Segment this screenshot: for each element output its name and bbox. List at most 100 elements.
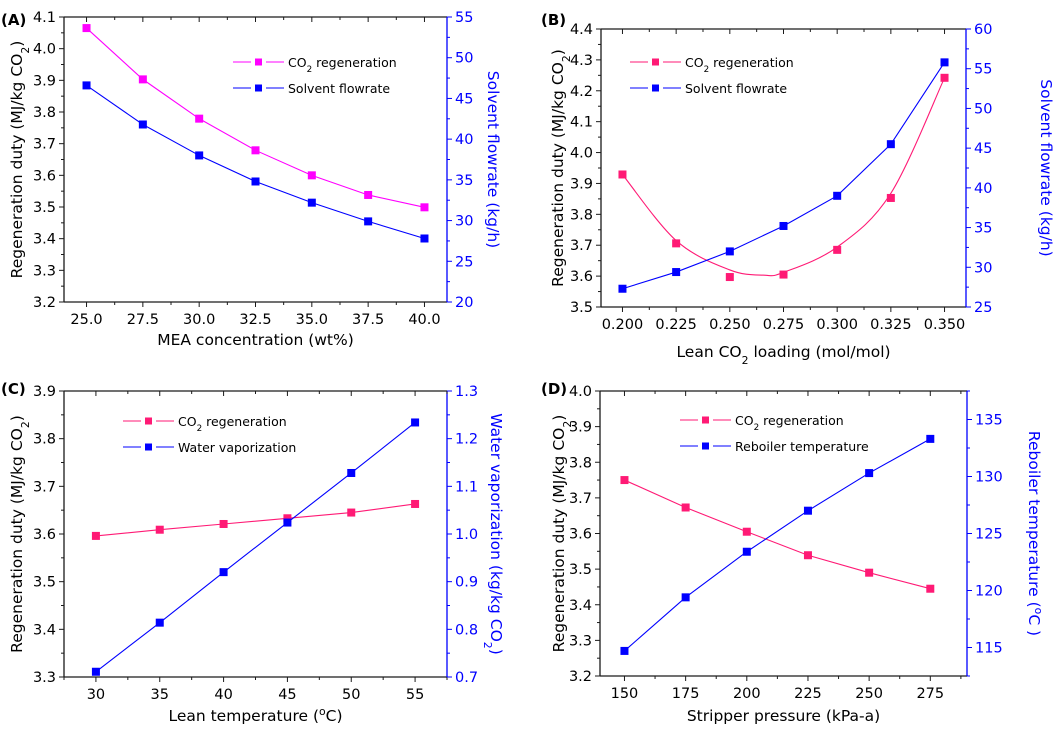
- y-right-tick-label: 50: [974, 101, 992, 117]
- co2-regeneration-line: [95, 503, 416, 537]
- y-right-axis-title-main: Solvent flowrate (kg/h): [1037, 79, 1055, 256]
- legend-label: CO2 regeneration: [288, 55, 397, 75]
- x-axis-title: Stripper pressure (kPa-a): [687, 707, 880, 725]
- x-axis-title-tail: loading (mol/mol): [749, 343, 891, 361]
- y-left-tick-label: 4.0: [570, 146, 593, 162]
- co2-regeneration-line: [624, 479, 931, 590]
- y-left-tick-label: 3.6: [569, 527, 592, 543]
- y-right-axis-title: Water vaporization (kg/kg CO2): [482, 413, 506, 655]
- x-tick-label: 225: [794, 686, 822, 702]
- y-right-tick-label: 1.2: [455, 432, 478, 448]
- y-left-tick-label: 3.7: [33, 137, 56, 153]
- y-left-tick-label: 3.5: [570, 300, 593, 316]
- y-left-tick-label: 4.4: [570, 22, 593, 38]
- x-tick-label: 0.325: [870, 317, 912, 333]
- x-axis-title-superscript: o: [319, 705, 326, 718]
- legend-label-subscript: 2: [307, 65, 313, 75]
- x-tick-label: 55: [406, 687, 424, 703]
- co2-regeneration-marker: [91, 531, 100, 540]
- co2-regeneration-marker: [725, 273, 734, 282]
- y-left-tick-label: 3.4: [569, 598, 592, 614]
- co2-regeneration-marker: [672, 239, 681, 248]
- y-right-tick-label: 55: [455, 10, 473, 26]
- legend-marker: [255, 58, 262, 66]
- legend-marker: [702, 442, 709, 450]
- x-tick-label: 0.350: [924, 317, 966, 333]
- x-tick-label: 150: [611, 686, 639, 702]
- co2-regeneration-marker: [219, 519, 228, 528]
- legend-item-co2-regeneration: CO2 regeneration: [680, 413, 844, 433]
- legend-item-solvent-flowrate: Solvent flowrate: [630, 81, 787, 96]
- co2-regeneration-marker: [886, 193, 895, 202]
- water-vaporization-line: [95, 422, 416, 673]
- x-axis-title: Lean temperature (oC): [168, 705, 342, 726]
- co2-regeneration-marker: [940, 73, 949, 82]
- x-tick-label: 27.5: [127, 312, 159, 328]
- x-tick-label: 250: [855, 686, 883, 702]
- y-left-tick-label: 3.3: [33, 263, 56, 279]
- legend-label-main: CO: [178, 414, 197, 429]
- panel-label: (C): [1, 380, 26, 398]
- co2-regeneration-marker: [833, 245, 842, 254]
- legend-label-tail: regeneration: [312, 55, 397, 70]
- legend-label-tail: regeneration: [202, 414, 287, 429]
- y-left-tick-label: 4.2: [570, 84, 593, 100]
- y-left-axis-title-tail: ): [8, 41, 26, 47]
- x-tick-label: 35.0: [296, 312, 328, 328]
- legend-item-solvent-flowrate: Solvent flowrate: [233, 81, 390, 96]
- y-left-tick-label: 3.3: [33, 670, 56, 686]
- y-right-axis-title-tail: ): [487, 649, 505, 655]
- legend-item-reboiler-temperature: Reboiler temperature: [680, 439, 869, 454]
- x-tick-label: 35: [151, 687, 169, 703]
- y-left-tick-label: 4.0: [569, 384, 592, 400]
- legend-label-main: CO: [685, 55, 704, 70]
- y-right-tick-label: 40: [455, 132, 473, 148]
- solvent-flowrate-marker: [364, 217, 373, 226]
- solvent-flowrate-marker: [618, 284, 627, 293]
- y-right-tick-label: 60: [974, 22, 992, 38]
- y-right-tick-label: 0.9: [455, 575, 478, 591]
- y-left-axis-title: Regeneration duty (MJ/kg CO2): [550, 415, 574, 653]
- y-left-tick-label: 3.2: [33, 295, 56, 311]
- y-left-tick-label: 3.7: [33, 479, 56, 495]
- legend-label-main: Solvent flowrate: [685, 81, 787, 96]
- x-tick-label: 45: [278, 687, 296, 703]
- x-tick-label: 0.300: [816, 317, 858, 333]
- y-right-tick-label: 115: [975, 641, 1003, 657]
- y-right-tick-label: 30: [974, 260, 992, 276]
- legend-item-co2-regeneration: CO2 regeneration: [233, 55, 397, 75]
- y-right-tick-label: 45: [974, 141, 992, 157]
- legend-marker: [702, 416, 709, 424]
- solvent-flowrate-marker: [307, 198, 316, 207]
- reboiler-temperature-marker: [681, 593, 690, 602]
- legend-label-subscript: 2: [197, 424, 203, 434]
- y-right-tick-label: 1.0: [455, 527, 478, 543]
- y-right-axis-title-main: Reboiler temperature (: [1025, 431, 1043, 608]
- reboiler-temperature-marker: [620, 646, 629, 655]
- y-right-axis-title-tail: C ): [1025, 614, 1043, 636]
- y-right-tick-label: 0.7: [455, 670, 478, 686]
- panel-label: (B): [541, 11, 566, 29]
- co2-regeneration-marker: [251, 146, 260, 155]
- x-tick-label: 0.225: [655, 317, 697, 333]
- y-right-tick-label: 30: [455, 214, 473, 230]
- legend-label: Water vaporization: [178, 440, 296, 455]
- legend-marker: [255, 84, 262, 92]
- y-left-tick-label: 3.9: [569, 420, 592, 436]
- x-tick-label: 30: [87, 687, 105, 703]
- y-left-tick-label: 3.4: [33, 232, 56, 248]
- solvent-flowrate-marker: [82, 81, 91, 90]
- solvent-flowrate-line: [86, 84, 425, 240]
- co2-regeneration-marker: [681, 503, 690, 512]
- co2-regeneration-marker: [865, 568, 874, 577]
- y-left-tick-label: 3.8: [33, 432, 56, 448]
- legend-marker: [145, 417, 152, 425]
- y-left-axis-title-tail: ): [8, 415, 26, 421]
- co2-regeneration-marker: [307, 171, 316, 180]
- solvent-flowrate-marker: [251, 177, 260, 186]
- legend-label-subscript: 2: [704, 65, 710, 75]
- y-left-tick-label: 3.6: [33, 527, 56, 543]
- y-right-tick-label: 130: [975, 470, 1003, 486]
- y-right-axis-title-superscript: o: [1033, 608, 1046, 615]
- y-left-tick-label: 3.5: [33, 200, 56, 216]
